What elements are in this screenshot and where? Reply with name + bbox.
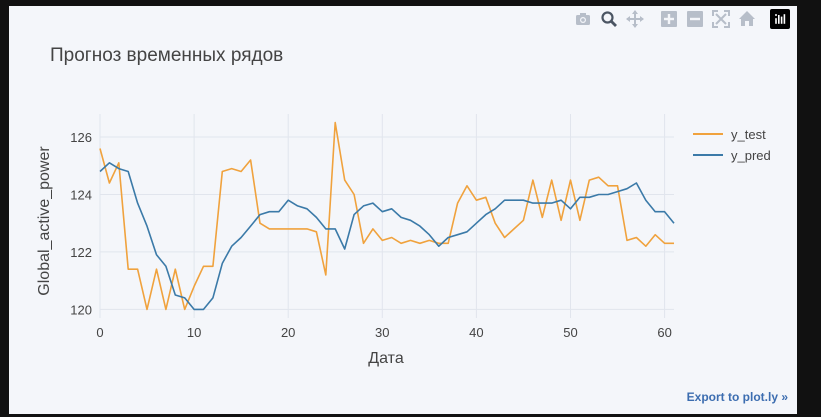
chart-container: Прогноз временных рядов 0 10 20 30 40 50 60 120… xyxy=(9,6,797,414)
line-chart: Прогноз временных рядов 0 10 20 30 40 50 60 120… xyxy=(36,45,771,367)
legend[interactable]: y_test y_pred xyxy=(693,127,771,163)
x-tick-label: 60 xyxy=(657,325,671,340)
x-tick-label: 10 xyxy=(187,325,201,340)
export-to-plotly-link[interactable]: Export to plot.ly » xyxy=(686,390,788,404)
modebar xyxy=(574,9,790,29)
x-tick-label: 30 xyxy=(375,325,389,340)
y-tick-label: 126 xyxy=(70,130,92,145)
legend-item-y_test[interactable]: y_test xyxy=(693,127,766,142)
y-tick-label: 122 xyxy=(70,245,92,260)
zoom-icon[interactable] xyxy=(600,10,618,28)
chart-title: Прогноз временных рядов xyxy=(50,45,283,66)
y-tick-label: 124 xyxy=(70,187,92,202)
legend-label: y_test xyxy=(731,127,766,142)
autoscale-icon[interactable] xyxy=(712,10,730,28)
legend-item-y_pred[interactable]: y_pred xyxy=(693,148,771,163)
grid-lines xyxy=(99,114,674,318)
zoom-out-icon[interactable] xyxy=(686,10,704,28)
x-tick-label: 0 xyxy=(96,325,103,340)
camera-icon[interactable] xyxy=(574,10,592,28)
y-axis-label: Global_active_power xyxy=(36,146,53,296)
reset-axes-icon[interactable] xyxy=(738,10,756,28)
x-tick-label: 20 xyxy=(281,325,295,340)
x-tick-label: 50 xyxy=(563,325,577,340)
plotly-logo-icon[interactable] xyxy=(770,9,790,29)
series-lines xyxy=(99,121,675,311)
series-line-y_test[interactable] xyxy=(99,121,674,311)
y-tick-label: 120 xyxy=(70,302,92,317)
x-tick-label: 40 xyxy=(469,325,483,340)
legend-label: y_pred xyxy=(731,148,771,163)
axis-tick-labels: 0 10 20 30 40 50 60 120 122 124 126 xyxy=(70,130,672,340)
pan-icon[interactable] xyxy=(626,10,644,28)
series-line-y_pred[interactable] xyxy=(99,162,675,311)
x-axis-label: Дата xyxy=(368,350,404,367)
zoom-in-icon[interactable] xyxy=(660,10,678,28)
